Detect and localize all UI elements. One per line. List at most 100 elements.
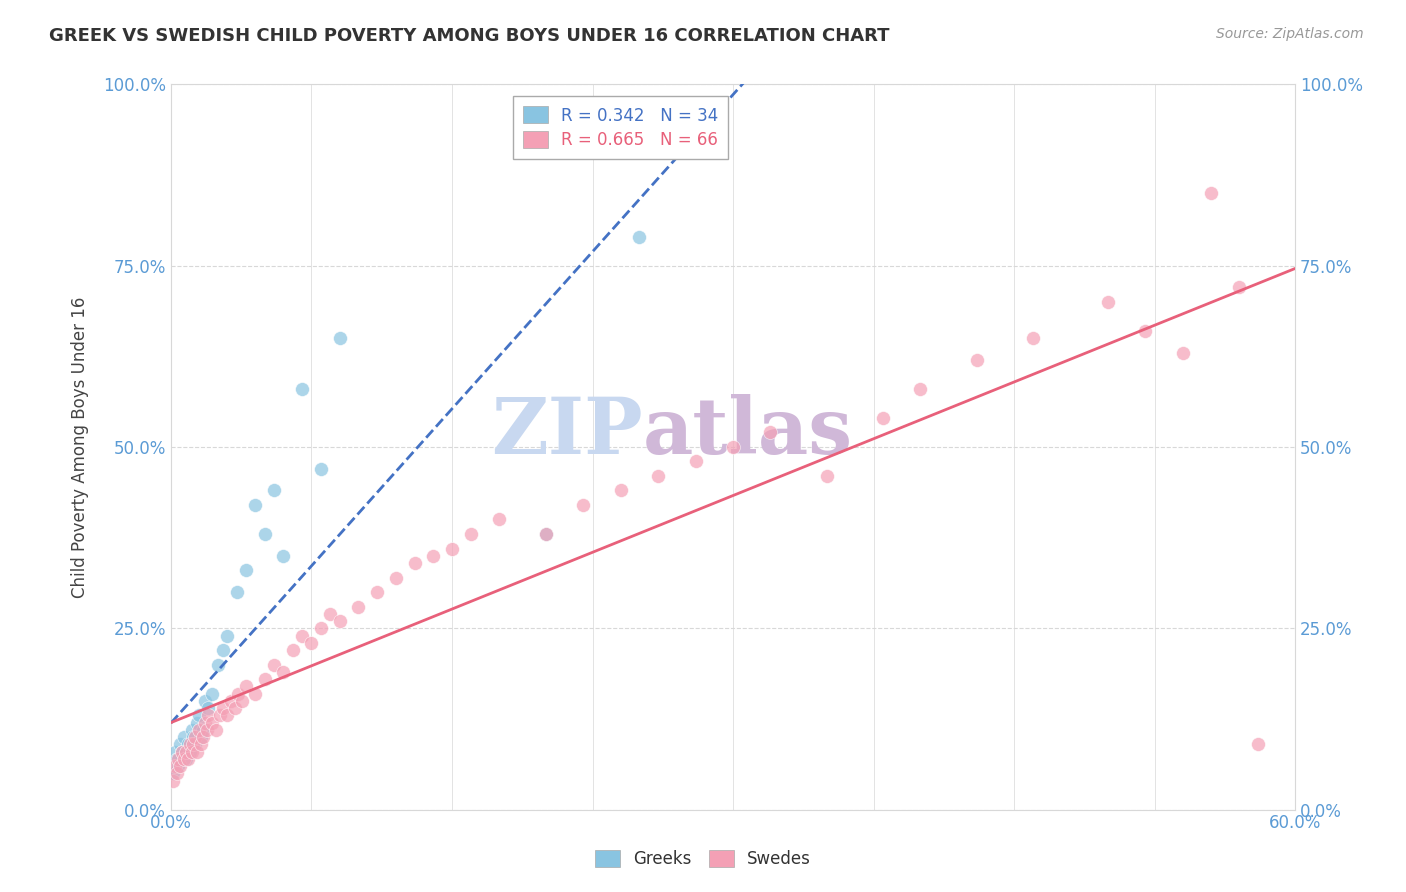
Point <box>281 643 304 657</box>
Point <box>224 701 246 715</box>
Y-axis label: Child Poverty Among Boys Under 16: Child Poverty Among Boys Under 16 <box>72 296 89 598</box>
Point <box>179 745 201 759</box>
Point <box>1246 737 1268 751</box>
Point <box>217 708 239 723</box>
Point <box>404 556 426 570</box>
Point <box>183 737 205 751</box>
Point <box>488 512 510 526</box>
Point <box>422 549 444 563</box>
Point <box>291 628 314 642</box>
Point <box>208 708 231 723</box>
Text: atlas: atlas <box>643 394 853 470</box>
Point <box>169 759 191 773</box>
Point <box>1171 345 1194 359</box>
Point <box>190 730 212 744</box>
Point <box>534 527 557 541</box>
Point <box>309 621 332 635</box>
Point <box>347 599 370 614</box>
Point <box>166 752 188 766</box>
Point <box>329 331 352 345</box>
Point <box>166 766 188 780</box>
Text: GREEK VS SWEDISH CHILD POVERTY AMONG BOYS UNDER 16 CORRELATION CHART: GREEK VS SWEDISH CHILD POVERTY AMONG BOY… <box>49 27 890 45</box>
Point <box>1133 324 1156 338</box>
Point <box>966 353 988 368</box>
Point <box>291 382 314 396</box>
Point <box>205 723 228 737</box>
Point <box>197 708 219 723</box>
Point <box>188 723 211 737</box>
Text: Source: ZipAtlas.com: Source: ZipAtlas.com <box>1216 27 1364 41</box>
Point <box>1199 186 1222 201</box>
Point <box>212 701 235 715</box>
Point <box>174 752 197 766</box>
Point <box>245 686 267 700</box>
Point <box>197 701 219 715</box>
Point <box>685 454 707 468</box>
Point <box>180 723 202 737</box>
Point <box>190 737 212 751</box>
Point <box>385 570 408 584</box>
Point <box>207 657 229 672</box>
Point <box>872 411 894 425</box>
Point <box>273 549 295 563</box>
Point <box>647 469 669 483</box>
Point <box>273 665 295 679</box>
Point <box>534 527 557 541</box>
Point <box>301 636 323 650</box>
Point <box>366 585 388 599</box>
Point <box>162 773 184 788</box>
Point <box>162 766 184 780</box>
Point <box>172 745 194 759</box>
Point <box>184 737 207 751</box>
Point <box>910 382 932 396</box>
Legend: R = 0.342   N = 34, R = 0.665   N = 66: R = 0.342 N = 34, R = 0.665 N = 66 <box>513 96 728 160</box>
Point <box>169 737 191 751</box>
Point <box>319 607 342 621</box>
Point <box>263 657 285 672</box>
Point <box>172 745 194 759</box>
Point <box>163 759 186 773</box>
Point <box>235 563 257 577</box>
Point <box>195 723 218 737</box>
Point <box>329 614 352 628</box>
Legend: Greeks, Swedes: Greeks, Swedes <box>589 843 817 875</box>
Point <box>173 730 195 744</box>
Point <box>759 425 782 440</box>
Point <box>174 745 197 759</box>
Point <box>179 737 201 751</box>
Point <box>228 686 250 700</box>
Point <box>309 461 332 475</box>
Point <box>183 730 205 744</box>
Point <box>1022 331 1045 345</box>
Point <box>201 715 224 730</box>
Point <box>219 694 242 708</box>
Point <box>225 585 247 599</box>
Point <box>194 715 217 730</box>
Point <box>173 752 195 766</box>
Point <box>628 229 651 244</box>
Point <box>572 498 595 512</box>
Point <box>163 745 186 759</box>
Point <box>167 759 190 773</box>
Point <box>235 679 257 693</box>
Text: ZIP: ZIP <box>492 394 643 470</box>
Point <box>460 527 482 541</box>
Point <box>191 730 214 744</box>
Point <box>201 686 224 700</box>
Point <box>186 745 208 759</box>
Point <box>253 527 276 541</box>
Point <box>1097 295 1119 310</box>
Point <box>263 483 285 498</box>
Point <box>188 708 211 723</box>
Point <box>217 628 239 642</box>
Point <box>1227 280 1250 294</box>
Point <box>440 541 463 556</box>
Point <box>191 723 214 737</box>
Point <box>253 672 276 686</box>
Point <box>177 752 200 766</box>
Point <box>231 694 253 708</box>
Point <box>194 694 217 708</box>
Point <box>180 745 202 759</box>
Point <box>177 737 200 751</box>
Point <box>186 715 208 730</box>
